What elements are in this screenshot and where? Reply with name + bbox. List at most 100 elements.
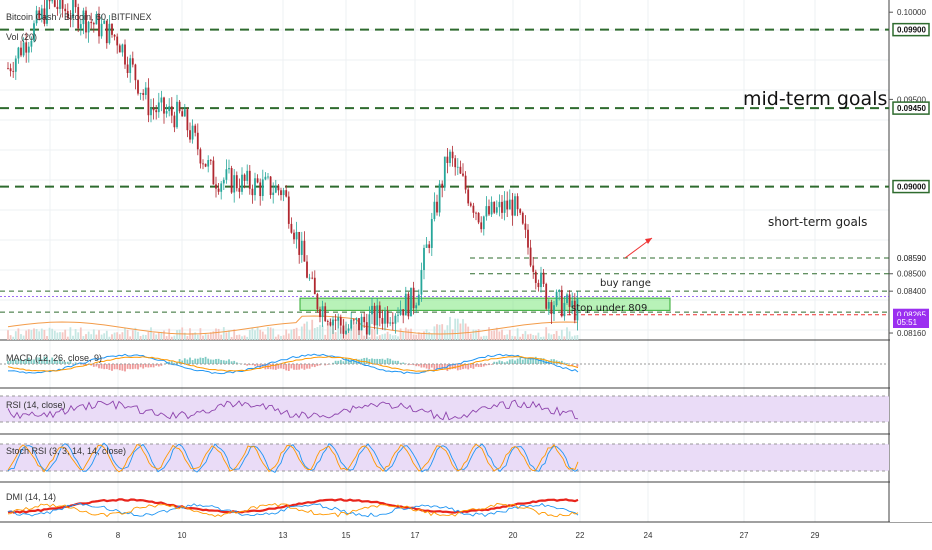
volume-bar bbox=[246, 336, 249, 340]
macd-histogram-bar bbox=[399, 362, 402, 364]
macd-histogram-bar bbox=[204, 356, 207, 364]
volume-bar bbox=[285, 329, 288, 340]
macd-histogram-bar bbox=[215, 358, 217, 364]
candle-body bbox=[126, 64, 129, 73]
candle-body bbox=[485, 206, 488, 217]
mid-term-goals-note: mid-term goals bbox=[743, 88, 887, 110]
candle bbox=[238, 178, 241, 199]
macd-histogram-bar bbox=[326, 364, 329, 365]
candle-body bbox=[152, 108, 155, 111]
volume-bar bbox=[560, 329, 563, 340]
horizontal-levels[interactable] bbox=[0, 28, 889, 316]
macd-histogram-bar bbox=[217, 358, 220, 364]
macd-histogram-bar bbox=[514, 360, 516, 364]
volume-bar bbox=[527, 334, 529, 340]
volume-bar bbox=[451, 329, 454, 340]
volume-bar bbox=[64, 329, 67, 340]
candle bbox=[527, 224, 529, 255]
volume-bar bbox=[40, 328, 43, 340]
volume-bar bbox=[417, 332, 420, 340]
candle bbox=[524, 215, 527, 239]
candle-body bbox=[376, 305, 379, 326]
volume-bar bbox=[386, 331, 389, 340]
macd-histogram-bar bbox=[277, 364, 280, 369]
candle-body bbox=[280, 190, 282, 196]
signal-line bbox=[7, 356, 579, 372]
candle-body bbox=[449, 151, 451, 163]
volume-bar bbox=[475, 329, 477, 340]
candle bbox=[267, 172, 269, 180]
candle bbox=[378, 301, 381, 327]
candle bbox=[472, 202, 475, 218]
candle bbox=[477, 212, 480, 225]
macd-histogram-bar bbox=[59, 358, 61, 364]
candle-body bbox=[222, 179, 225, 184]
macd-histogram-bar bbox=[342, 361, 345, 364]
macd-histogram-bar bbox=[381, 358, 384, 364]
candle-body bbox=[566, 294, 568, 303]
volume-bar bbox=[207, 334, 210, 340]
candle-body bbox=[350, 319, 353, 329]
macd-histogram-bar bbox=[358, 359, 360, 364]
macd-histogram-bar bbox=[462, 364, 464, 370]
candle-body bbox=[300, 240, 303, 255]
candle-body bbox=[118, 45, 121, 53]
candle-body bbox=[410, 287, 412, 317]
candle-body bbox=[209, 160, 212, 161]
macd-histogram-bar bbox=[282, 364, 285, 370]
candle bbox=[215, 176, 217, 198]
macd-histogram-bar bbox=[459, 364, 462, 370]
candle bbox=[428, 240, 431, 254]
macd-histogram-bar bbox=[147, 364, 150, 368]
candle-body bbox=[495, 207, 498, 213]
volume-bar bbox=[178, 329, 181, 340]
volume-bar bbox=[168, 328, 171, 340]
candle bbox=[306, 255, 308, 279]
candle-body bbox=[233, 175, 236, 193]
candle-body bbox=[321, 306, 324, 318]
candle bbox=[560, 285, 563, 318]
candle bbox=[103, 18, 106, 25]
macd-histogram-bar bbox=[178, 359, 181, 364]
candle-body bbox=[553, 305, 555, 315]
volume-bar bbox=[490, 330, 493, 340]
candle-body bbox=[137, 80, 139, 94]
candle-body bbox=[116, 36, 119, 46]
time-label-24: 24 bbox=[644, 531, 653, 540]
chart-annotations[interactable] bbox=[624, 237, 653, 259]
volume-bar bbox=[449, 316, 451, 340]
candle bbox=[7, 62, 9, 70]
candle-body bbox=[391, 322, 394, 324]
candle bbox=[339, 314, 342, 334]
volume-bar bbox=[280, 335, 282, 340]
candle-body bbox=[20, 47, 22, 56]
volume-label: Vol (20) bbox=[6, 32, 37, 42]
volume-bar bbox=[423, 331, 425, 340]
candle bbox=[144, 82, 147, 100]
candle-body bbox=[66, 11, 69, 19]
candle-body bbox=[74, 0, 77, 8]
candle-body bbox=[261, 179, 264, 197]
volume-bar bbox=[59, 332, 61, 340]
volume-bar bbox=[46, 336, 48, 340]
candle bbox=[399, 300, 402, 316]
candle bbox=[118, 43, 121, 53]
price-tag-box bbox=[892, 179, 930, 194]
volume-bar bbox=[545, 327, 548, 340]
volume-bar bbox=[355, 321, 358, 340]
volume-bar bbox=[256, 327, 259, 340]
candle bbox=[438, 180, 441, 217]
macd-histogram-bar bbox=[311, 364, 314, 367]
candle bbox=[503, 191, 506, 221]
volume-bar bbox=[33, 328, 35, 340]
volume-bar bbox=[326, 322, 329, 340]
volume-bar bbox=[389, 334, 392, 340]
volume-bar bbox=[267, 327, 269, 340]
volume-bar bbox=[571, 336, 574, 340]
candle-body bbox=[547, 302, 550, 309]
macd-histogram-bar bbox=[66, 361, 69, 364]
candle-body bbox=[384, 310, 386, 324]
macd-histogram-bar bbox=[519, 357, 522, 364]
candle-body bbox=[163, 97, 165, 114]
